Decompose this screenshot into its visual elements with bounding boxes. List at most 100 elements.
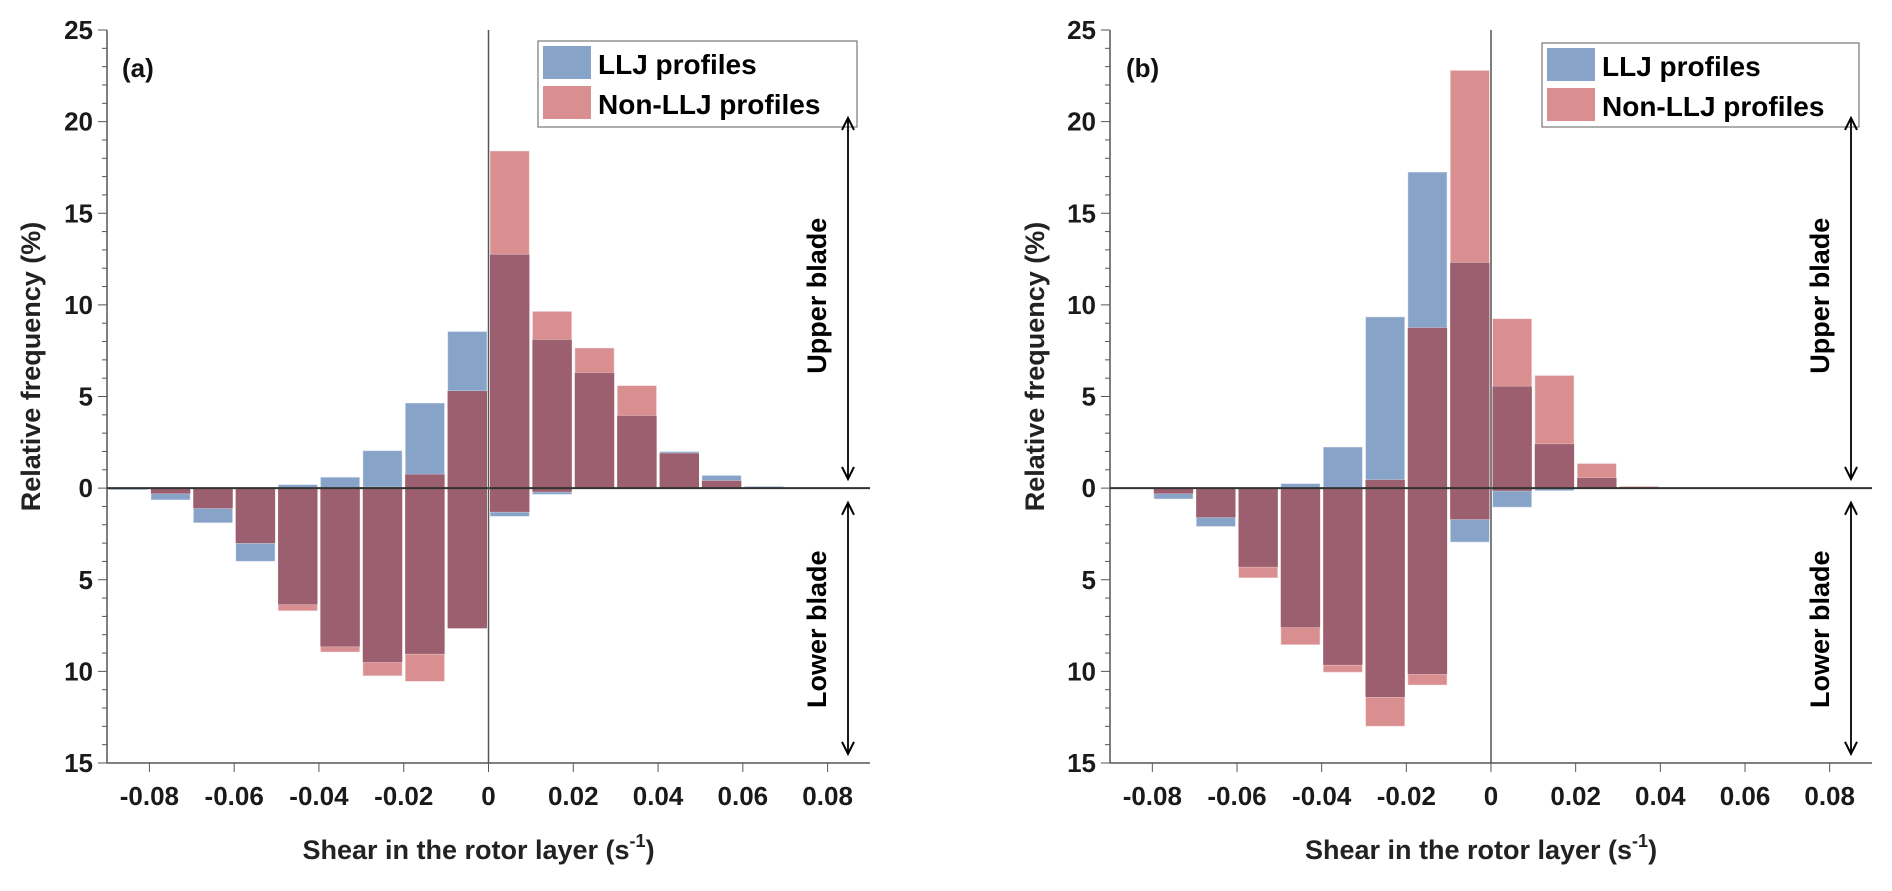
bar-nonllj-excess [616, 385, 658, 417]
bar-nonllj-excess [1365, 696, 1406, 727]
y-tick-label: 10 [1067, 656, 1096, 686]
y-tick-label: 5 [1082, 382, 1096, 412]
bar-overlap [659, 453, 699, 489]
x-tick-label: 0.08 [802, 781, 853, 811]
bar-llj-upper [1322, 446, 1363, 489]
bar-nonllj-excess [404, 653, 446, 682]
y-axis-label: Relative frequency (%) [1020, 222, 1050, 512]
x-tick-label: -0.02 [1377, 781, 1436, 811]
x-tick-label: -0.04 [289, 781, 349, 811]
bars-group [1111, 69, 1660, 727]
x-axis-label-superscript: -1 [1632, 831, 1648, 851]
bar-overlap [193, 488, 233, 509]
bars-group [108, 150, 785, 682]
bar-nonllj-excess [1449, 69, 1490, 264]
bar-llj-upper [362, 450, 403, 489]
bar-overlap [447, 391, 487, 489]
y-tick-label: 25 [1067, 15, 1096, 45]
x-tick-label: -0.06 [205, 781, 264, 811]
legend-label-nonllj: Non-LLJ profiles [1602, 91, 1824, 122]
y-tick-label: 5 [79, 565, 93, 595]
y-tick-label: 25 [64, 15, 93, 45]
bar-overlap [1196, 488, 1236, 518]
x-tick-label: 0.06 [1720, 781, 1771, 811]
y-axis-label: Relative frequency (%) [16, 222, 46, 512]
bar-overlap [362, 488, 403, 663]
bar-nonllj-excess [319, 646, 361, 653]
bar-overlap [701, 480, 742, 489]
bar-overlap [532, 339, 572, 489]
arrow-head-up-icon [841, 500, 855, 516]
x-axis-label-suffix: ) [1648, 835, 1657, 865]
lower-blade-label: Lower blade [1805, 550, 1835, 708]
bar-overlap [1323, 488, 1363, 665]
y-tick-label: 20 [64, 107, 93, 137]
bar-llj-upper [404, 402, 446, 489]
arrow-head-up-icon [841, 115, 855, 131]
x-tick-label: -0.02 [374, 781, 433, 811]
legend-label-nonllj: Non-LLJ profiles [598, 89, 820, 120]
arrow-head-down-icon [1844, 741, 1858, 757]
bar-overlap [1577, 478, 1617, 489]
arrow-head-up-icon [1844, 500, 1858, 516]
x-tick-label: -0.06 [1207, 781, 1266, 811]
bar-overlap [617, 415, 657, 489]
legend-swatch-llj [1547, 48, 1595, 81]
y-tick-label: 10 [1067, 290, 1096, 320]
bar-overlap [490, 488, 530, 512]
arrow-head-down-icon [841, 741, 855, 757]
upper-blade-arrow [841, 115, 855, 482]
legend-swatch-llj [543, 46, 591, 79]
bar-overlap [1450, 262, 1490, 489]
bar-nonllj-excess [1238, 566, 1279, 579]
x-axis-label-superscript: -1 [630, 831, 646, 851]
x-tick-label: 0.04 [1635, 781, 1686, 811]
bar-overlap [278, 488, 318, 605]
bar-overlap [1534, 444, 1575, 489]
upper-blade-label: Upper blade [1805, 218, 1835, 374]
arrow-head-up-icon [1844, 115, 1858, 131]
x-axis-label-main: Shear in the rotor layer (s [1305, 835, 1632, 865]
bar-llj-upper [319, 476, 361, 489]
y-tick-label: 15 [64, 198, 93, 228]
y-tick-label: 0 [1082, 473, 1096, 503]
arrow-head-down-icon [1844, 466, 1858, 482]
bar-overlap [1365, 479, 1405, 489]
x-axis-label-main: Shear in the rotor layer (s [302, 835, 629, 865]
legend: LLJ profiles Non-LLJ profiles [1541, 42, 1860, 128]
panel-b: 15 10 5 0 5 10 15 20 25 -0.08 -0.06 -0.04 -0.02 0 0.02… [1020, 15, 1872, 865]
arrow-head-down-icon [841, 466, 855, 482]
y-tick-label: 15 [1067, 198, 1096, 228]
bar-overlap [574, 372, 615, 489]
x-tick-label: 0.08 [1804, 781, 1855, 811]
y-tick-label: 5 [1082, 565, 1096, 595]
panel-label: (b) [1126, 53, 1159, 83]
bar-overlap [1407, 327, 1448, 489]
legend-swatch-nonllj [1547, 88, 1595, 121]
x-axis-label-suffix: ) [646, 835, 655, 865]
x-tick-label: -0.04 [1292, 781, 1352, 811]
x-axis-label: Shear in the rotor layer (s-1) [1305, 831, 1657, 865]
bar-nonllj-excess [1534, 374, 1575, 445]
y-tick-label: 0 [79, 473, 93, 503]
legend: LLJ profiles Non-LLJ profiles [537, 40, 858, 128]
y-tick-label: 10 [64, 290, 93, 320]
bar-overlap [1280, 488, 1321, 628]
bar-overlap [490, 254, 530, 489]
panel-label: (a) [122, 53, 154, 83]
bar-nonllj-excess [1576, 462, 1617, 479]
bar-nonllj-excess [277, 604, 319, 612]
x-tick-label: 0.02 [1550, 781, 1601, 811]
x-tick-label: -0.08 [1123, 781, 1182, 811]
legend-swatch-nonllj [543, 86, 591, 119]
x-tick-label: 0.06 [718, 781, 769, 811]
bar-llj-upper [1365, 316, 1406, 489]
lower-blade-label: Lower blade [802, 550, 832, 708]
bar-overlap [320, 488, 360, 647]
legend-label-llj: LLJ profiles [598, 49, 757, 80]
bar-nonllj-excess [362, 661, 403, 677]
y-tick-label: 15 [1067, 748, 1096, 778]
bar-overlap [1492, 488, 1532, 491]
bar-overlap [447, 488, 487, 629]
bar-nonllj-excess [1492, 318, 1533, 387]
